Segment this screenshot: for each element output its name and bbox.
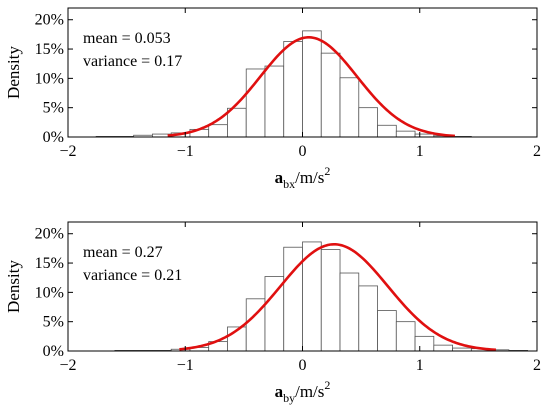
histogram-bars (95, 30, 472, 138)
histogram-bar (339, 77, 360, 138)
histogram-panel-aby: −2 −1 0 1 2 0% 5% 10% 15% 20% mean = 0.27 varian… (4, 221, 541, 405)
y-axis-label: Density (4, 46, 23, 99)
y-tick-label: 5% (43, 100, 64, 117)
histogram-bar (377, 310, 397, 352)
x-axis-label: abx/m/s2 (275, 164, 331, 191)
histogram-bar (227, 107, 247, 138)
y-tick-label: 10% (35, 70, 64, 87)
x-tick-label: 0 (299, 357, 307, 374)
x-axis-label: aby/m/s2 (275, 378, 331, 405)
x-tick-label: −1 (177, 357, 194, 374)
x-axis-ticks: −2 −1 0 1 2 (59, 222, 541, 374)
x-axis-label-subscript: by (283, 391, 295, 405)
x-tick-label: 0 (299, 143, 307, 160)
x-axis-label-units: /m/s (295, 168, 324, 187)
x-axis-label-exponent: 2 (324, 378, 330, 392)
x-tick-label: −2 (59, 357, 76, 374)
normal-fit-curve (179, 242, 497, 352)
y-tick-label: 0% (43, 343, 64, 360)
x-axis-label-subscript: bx (283, 177, 295, 191)
y-tick-label: 20% (35, 12, 64, 29)
y-tick-label: 15% (35, 41, 64, 58)
x-axis-label-symbol: a (275, 382, 284, 401)
histogram-bar (377, 124, 397, 138)
y-tick-label: 5% (43, 314, 64, 331)
histogram-bar (358, 285, 378, 352)
histogram-bar (358, 107, 378, 138)
y-tick-label: 0% (43, 129, 64, 146)
x-tick-label: 1 (416, 143, 424, 160)
histogram-bar (320, 52, 341, 138)
y-axis-ticks: 0% 5% 10% 15% 20% (35, 12, 537, 146)
histogram-bar (302, 30, 322, 138)
histogram-bar (433, 344, 453, 352)
x-axis-label-units: /m/s (295, 382, 324, 401)
x-axis-label-exponent: 2 (324, 164, 330, 178)
histogram-panel-abx: −2 −1 0 1 2 0% 5% 10% 15% 20% mean = 0.053 varia… (4, 7, 541, 191)
histogram-bar (320, 249, 341, 352)
histogram-bar (208, 124, 228, 138)
y-tick-label: 15% (35, 255, 64, 272)
y-tick-label: 10% (35, 284, 64, 301)
variance-annotation: variance = 0.17 (83, 53, 182, 70)
histogram-bar (395, 130, 416, 138)
x-axis-label-symbol: a (275, 168, 284, 187)
x-tick-label: 2 (533, 357, 541, 374)
mean-annotation: mean = 0.27 (83, 244, 163, 261)
x-tick-label: −1 (177, 143, 194, 160)
y-axis-ticks: 0% 5% 10% 15% 20% (35, 226, 537, 360)
x-tick-label: −2 (59, 143, 76, 160)
histogram-bar (414, 335, 435, 352)
mean-annotation: mean = 0.053 (83, 30, 171, 47)
variance-annotation: variance = 0.21 (83, 267, 182, 284)
x-axis-ticks: −2 −1 0 1 2 (59, 8, 541, 160)
histogram-bar (264, 65, 285, 138)
histogram-bar (339, 272, 360, 352)
histogram-bars (114, 241, 529, 352)
x-tick-label: 1 (416, 357, 424, 374)
normal-fit-curve (167, 36, 456, 138)
x-tick-label: 2 (533, 143, 541, 160)
y-tick-label: 20% (35, 226, 64, 243)
histogram-bar (283, 41, 303, 138)
y-axis-label: Density (4, 260, 23, 313)
histogram-bar (395, 321, 416, 352)
histogram-bar (245, 68, 266, 138)
